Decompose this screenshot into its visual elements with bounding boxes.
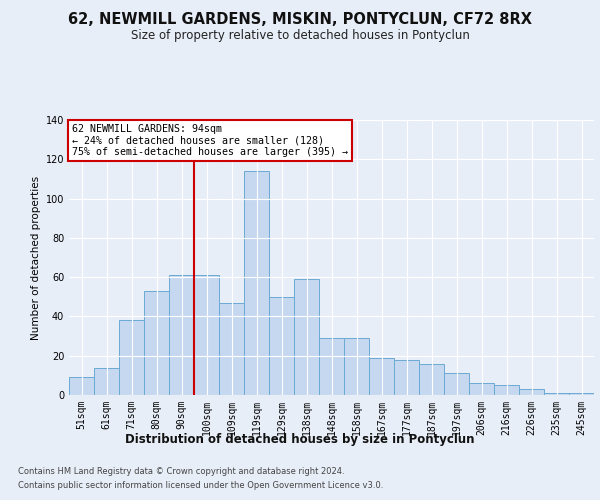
Bar — [544, 393, 569, 395]
Bar — [394, 360, 419, 395]
Bar — [319, 338, 344, 395]
Y-axis label: Number of detached properties: Number of detached properties — [31, 176, 41, 340]
Bar — [169, 275, 194, 395]
Text: Distribution of detached houses by size in Pontyclun: Distribution of detached houses by size … — [125, 432, 475, 446]
Bar — [269, 297, 294, 395]
Text: 62, NEWMILL GARDENS, MISKIN, PONTYCLUN, CF72 8RX: 62, NEWMILL GARDENS, MISKIN, PONTYCLUN, … — [68, 12, 532, 28]
Text: Contains HM Land Registry data © Crown copyright and database right 2024.: Contains HM Land Registry data © Crown c… — [18, 468, 344, 476]
Bar — [469, 383, 494, 395]
Text: Contains public sector information licensed under the Open Government Licence v3: Contains public sector information licen… — [18, 481, 383, 490]
Bar — [369, 358, 394, 395]
Bar — [194, 275, 219, 395]
Bar — [494, 385, 519, 395]
Bar — [219, 302, 244, 395]
Bar — [119, 320, 144, 395]
Bar — [444, 374, 469, 395]
Bar — [519, 389, 544, 395]
Bar — [419, 364, 444, 395]
Bar — [244, 171, 269, 395]
Text: Size of property relative to detached houses in Pontyclun: Size of property relative to detached ho… — [131, 29, 469, 42]
Text: 62 NEWMILL GARDENS: 94sqm
← 24% of detached houses are smaller (128)
75% of semi: 62 NEWMILL GARDENS: 94sqm ← 24% of detac… — [71, 124, 347, 158]
Bar — [69, 378, 94, 395]
Bar — [294, 279, 319, 395]
Bar — [94, 368, 119, 395]
Bar — [344, 338, 369, 395]
Bar — [569, 393, 594, 395]
Bar — [144, 291, 169, 395]
